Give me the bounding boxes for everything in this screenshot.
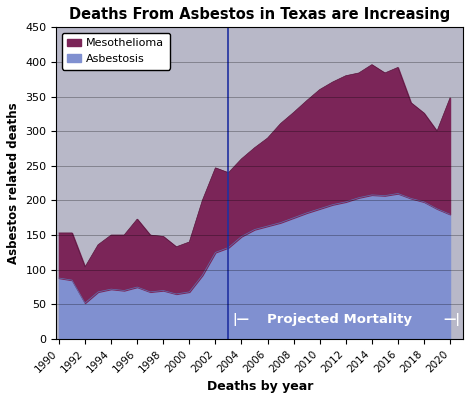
Text: Projected Mortality: Projected Mortality — [266, 313, 412, 326]
Text: |—: |— — [232, 313, 249, 326]
Y-axis label: Asbestos related deaths: Asbestos related deaths — [7, 102, 20, 264]
Text: —|: —| — [444, 313, 461, 326]
X-axis label: Deaths by year: Deaths by year — [206, 380, 313, 393]
Legend: Mesothelioma, Asbestosis: Mesothelioma, Asbestosis — [62, 33, 170, 70]
Title: Deaths From Asbestos in Texas are Increasing: Deaths From Asbestos in Texas are Increa… — [69, 7, 450, 22]
